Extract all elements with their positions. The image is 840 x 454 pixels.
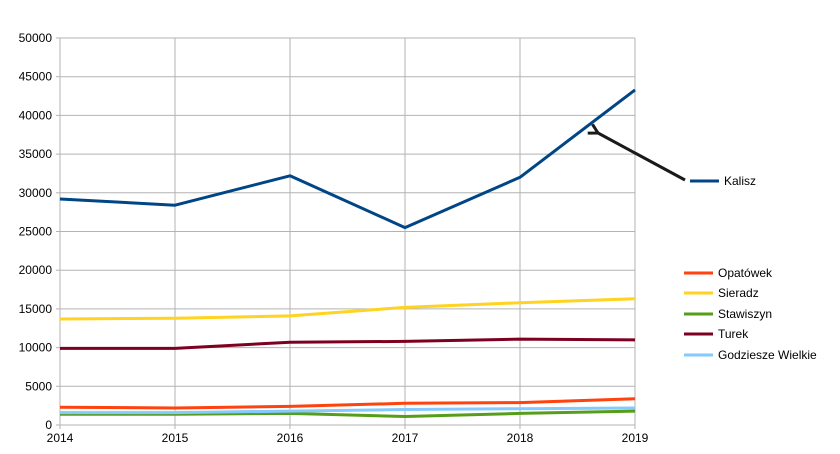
x-tick-label: 2016	[277, 431, 304, 445]
y-tick-label: 15000	[19, 302, 53, 316]
legend-label: Kalisz	[724, 174, 756, 188]
y-tick-label: 10000	[19, 341, 53, 355]
y-tick-label: 25000	[19, 225, 53, 239]
x-tick-label: 2017	[392, 431, 419, 445]
grid	[59, 37, 636, 426]
series-lines	[59, 88, 636, 418]
legend-label: Stawiszyn	[718, 307, 772, 321]
x-tick-label: 2019	[622, 431, 649, 445]
series-line-godziesze-wielkie	[60, 406, 636, 415]
annotation	[598, 133, 686, 182]
series-line-kalisz	[59, 88, 636, 230]
x-tick-label: 2018	[507, 431, 534, 445]
y-tick-label: 35000	[19, 147, 53, 161]
legend: Kalisz Opatówek Sieradz Stawiszyn Turek Godzi…	[684, 174, 817, 362]
legend-label: Turek	[718, 327, 749, 341]
series-line-stawiszyn	[60, 409, 636, 418]
series-line-sieradz	[59, 297, 636, 321]
y-tick-label: 30000	[19, 186, 53, 200]
y-tick-label: 45000	[19, 70, 53, 84]
legend-label: Opatówek	[718, 266, 773, 280]
y-tick-label: 0	[45, 418, 52, 432]
x-tick-label: 2014	[47, 431, 74, 445]
legend-label: Sieradz	[718, 286, 759, 300]
y-tick-label: 5000	[25, 379, 52, 393]
y-tick-label: 50000	[19, 31, 53, 45]
legend-label: Godziesze Wielkie	[718, 348, 817, 362]
y-tick-label: 40000	[19, 108, 53, 122]
annotation-arrow	[598, 133, 686, 182]
axes: 0 5000 10000 15000 20000 25000 30000 35000 40000…	[19, 31, 649, 445]
series-line-opat-wek	[59, 397, 636, 410]
y-tick-label: 20000	[19, 263, 53, 277]
x-tick-label: 2015	[162, 431, 189, 445]
series-line-turek	[60, 337, 636, 350]
